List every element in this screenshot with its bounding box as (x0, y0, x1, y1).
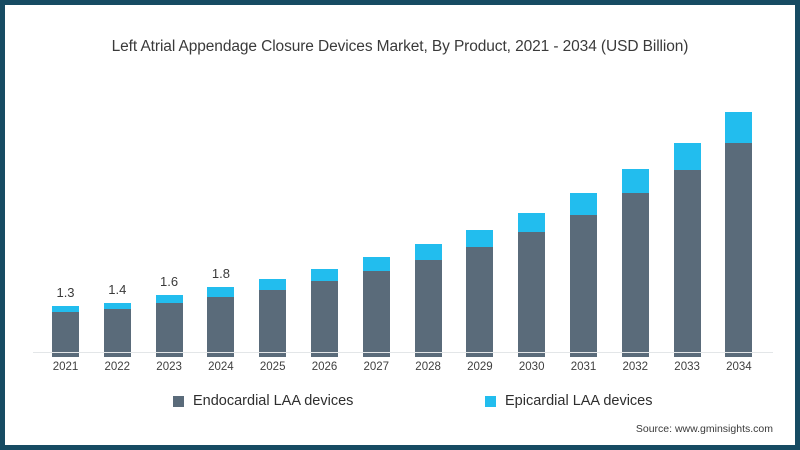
x-axis-tick-labels: 2021 2022 2023 2024 2025 2026 2027 2028 2029 2030… (5, 357, 795, 381)
bar-segment-epicardial[interactable] (725, 111, 753, 143)
x-tick-label: 2024 (208, 361, 234, 373)
bar-segment-endocardial[interactable] (103, 309, 131, 357)
bar-segment-epicardial[interactable] (673, 142, 701, 171)
x-tick-label: 2029 (467, 361, 493, 373)
source-attribution: Source: www.gminsights.com (635, 423, 773, 435)
bar-segment-epicardial[interactable] (414, 244, 442, 260)
bar-segment-epicardial[interactable] (570, 193, 597, 215)
bar-segment-epicardial[interactable] (155, 294, 183, 304)
bar-group[interactable] (725, 111, 753, 357)
bar-value-label: 1.4 (108, 281, 127, 297)
bar-segment-endocardial[interactable] (207, 296, 235, 357)
bar-segment-endocardial[interactable] (52, 312, 79, 357)
bar-segment-endocardial[interactable] (155, 303, 183, 357)
bar-value-label: 1.8 (211, 265, 230, 281)
x-tick-label: 2027 (363, 361, 390, 373)
legend-item[interactable]: Epicardial LAA devices (485, 389, 653, 413)
chart-title: Left Atrial Appendage Closure Devices Ma… (111, 38, 689, 55)
x-tick-label: 2028 (415, 361, 441, 373)
bar-segment-epicardial[interactable] (518, 212, 546, 233)
bar-group[interactable] (466, 229, 494, 357)
legend-swatch-icon (485, 395, 496, 407)
bar-group[interactable]: 1.6 (155, 274, 183, 357)
bar-segment-endocardial[interactable] (414, 259, 442, 357)
x-tick-label: 2032 (622, 361, 649, 373)
bar-segment-endocardial[interactable] (362, 271, 390, 357)
bar-segment-endocardial[interactable] (259, 290, 287, 357)
bar-group[interactable] (414, 244, 442, 357)
chart-canvas: Left Atrial Appendage Closure Devices Ma… (5, 5, 795, 445)
x-tick-label: 2034 (726, 361, 752, 373)
bar-group[interactable] (570, 193, 597, 357)
bar-segment-epicardial[interactable] (103, 302, 131, 310)
x-tick-label: 2021 (52, 361, 79, 373)
bar-segment-endocardial[interactable] (311, 281, 338, 357)
bar-group[interactable]: 1.3 (52, 285, 79, 357)
bar-group[interactable] (673, 142, 701, 357)
x-tick-label: 2026 (311, 361, 338, 373)
chart-legend: Endocardial LAA devices Epicardial LAA de… (5, 389, 795, 417)
bar-group[interactable] (311, 268, 338, 357)
bar-segment-endocardial[interactable] (466, 247, 494, 357)
bar-value-label: 1.6 (160, 273, 179, 289)
bar-segment-endocardial[interactable] (570, 214, 597, 357)
bar-segment-epicardial[interactable] (362, 257, 390, 272)
x-tick-label: 2023 (156, 361, 182, 373)
x-tick-label: 2022 (104, 361, 131, 373)
bar-segment-endocardial[interactable] (673, 170, 701, 357)
legend-swatch-icon (173, 395, 184, 407)
x-tick-label: 2031 (570, 361, 597, 373)
bar-segment-epicardial[interactable] (311, 268, 338, 282)
x-axis-baseline (33, 352, 773, 353)
bar-segment-epicardial[interactable] (466, 229, 494, 248)
bar-group[interactable] (621, 169, 649, 357)
legend-label: Endocardial LAA devices (193, 393, 354, 409)
legend-item[interactable]: Endocardial LAA devices (173, 389, 353, 413)
x-tick-label: 2033 (674, 361, 700, 373)
bar-segment-epicardial[interactable] (52, 306, 79, 313)
bar-segment-endocardial[interactable] (725, 142, 753, 357)
bar-group[interactable] (259, 279, 287, 357)
plot-area: 1.3 1.4 1.6 1.8 (5, 5, 795, 365)
bar-segment-endocardial[interactable] (621, 193, 649, 357)
bar-group[interactable]: 1.4 (103, 282, 131, 357)
bar-group[interactable] (518, 212, 546, 357)
bar-value-label: 1.3 (56, 285, 75, 301)
x-tick-label: 2025 (259, 361, 286, 373)
bar-segment-epicardial[interactable] (207, 286, 235, 297)
legend-label: Epicardial LAA devices (505, 393, 653, 409)
bar-group[interactable] (362, 257, 390, 357)
bar-segment-endocardial[interactable] (518, 232, 546, 357)
bar-group[interactable]: 1.8 (207, 266, 235, 357)
bar-segment-epicardial[interactable] (259, 279, 287, 291)
x-tick-label: 2030 (518, 361, 545, 373)
bar-segment-epicardial[interactable] (621, 169, 649, 194)
